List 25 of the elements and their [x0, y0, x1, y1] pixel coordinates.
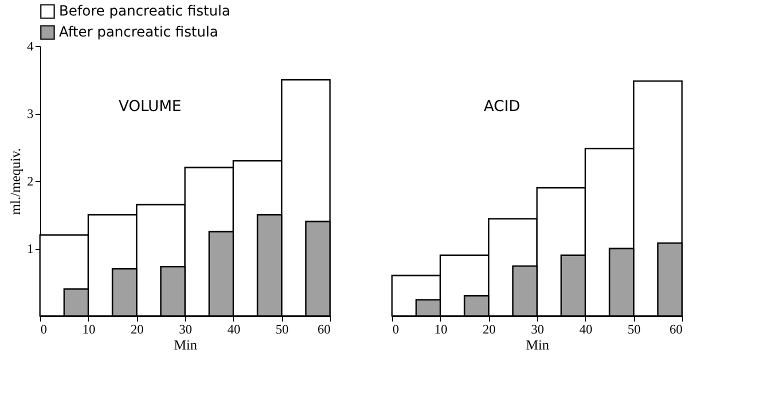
legend-label: After pancreatic fistula [59, 24, 218, 40]
y-tick-label: 3 [27, 106, 34, 121]
annotation: ACID [484, 97, 520, 115]
x-tick-label: 10 [82, 322, 96, 336]
x-tick-label: 60 [318, 322, 330, 336]
y-tick-label: 4 [27, 38, 34, 54]
x-tick-label: 0 [392, 322, 399, 336]
x-tick-label: 60 [670, 322, 682, 336]
y-axis-title: ml./mequiv. [9, 148, 24, 215]
x-tick-label: 10 [434, 322, 448, 336]
x-tick-label: 50 [628, 322, 641, 336]
x-tick-label: 40 [227, 322, 240, 336]
y-tick-label: 2 [27, 174, 34, 188]
x-tick-label: 20 [482, 322, 496, 336]
x-tick-label: 20 [130, 322, 144, 336]
legend-label: Before pancreatic fistula [59, 4, 230, 20]
y-tick-label: 1 [27, 241, 34, 256]
x-tick-label: 0 [40, 322, 47, 336]
x-tick-label: 40 [579, 322, 592, 336]
annotation: VOLUME [118, 97, 182, 115]
x-axis-title: Min [174, 338, 198, 354]
x-tick-label: 30 [179, 322, 192, 336]
x-axis-title: Min [526, 338, 550, 354]
x-tick-label: 30 [531, 322, 544, 336]
x-tick-label: 50 [276, 322, 289, 336]
